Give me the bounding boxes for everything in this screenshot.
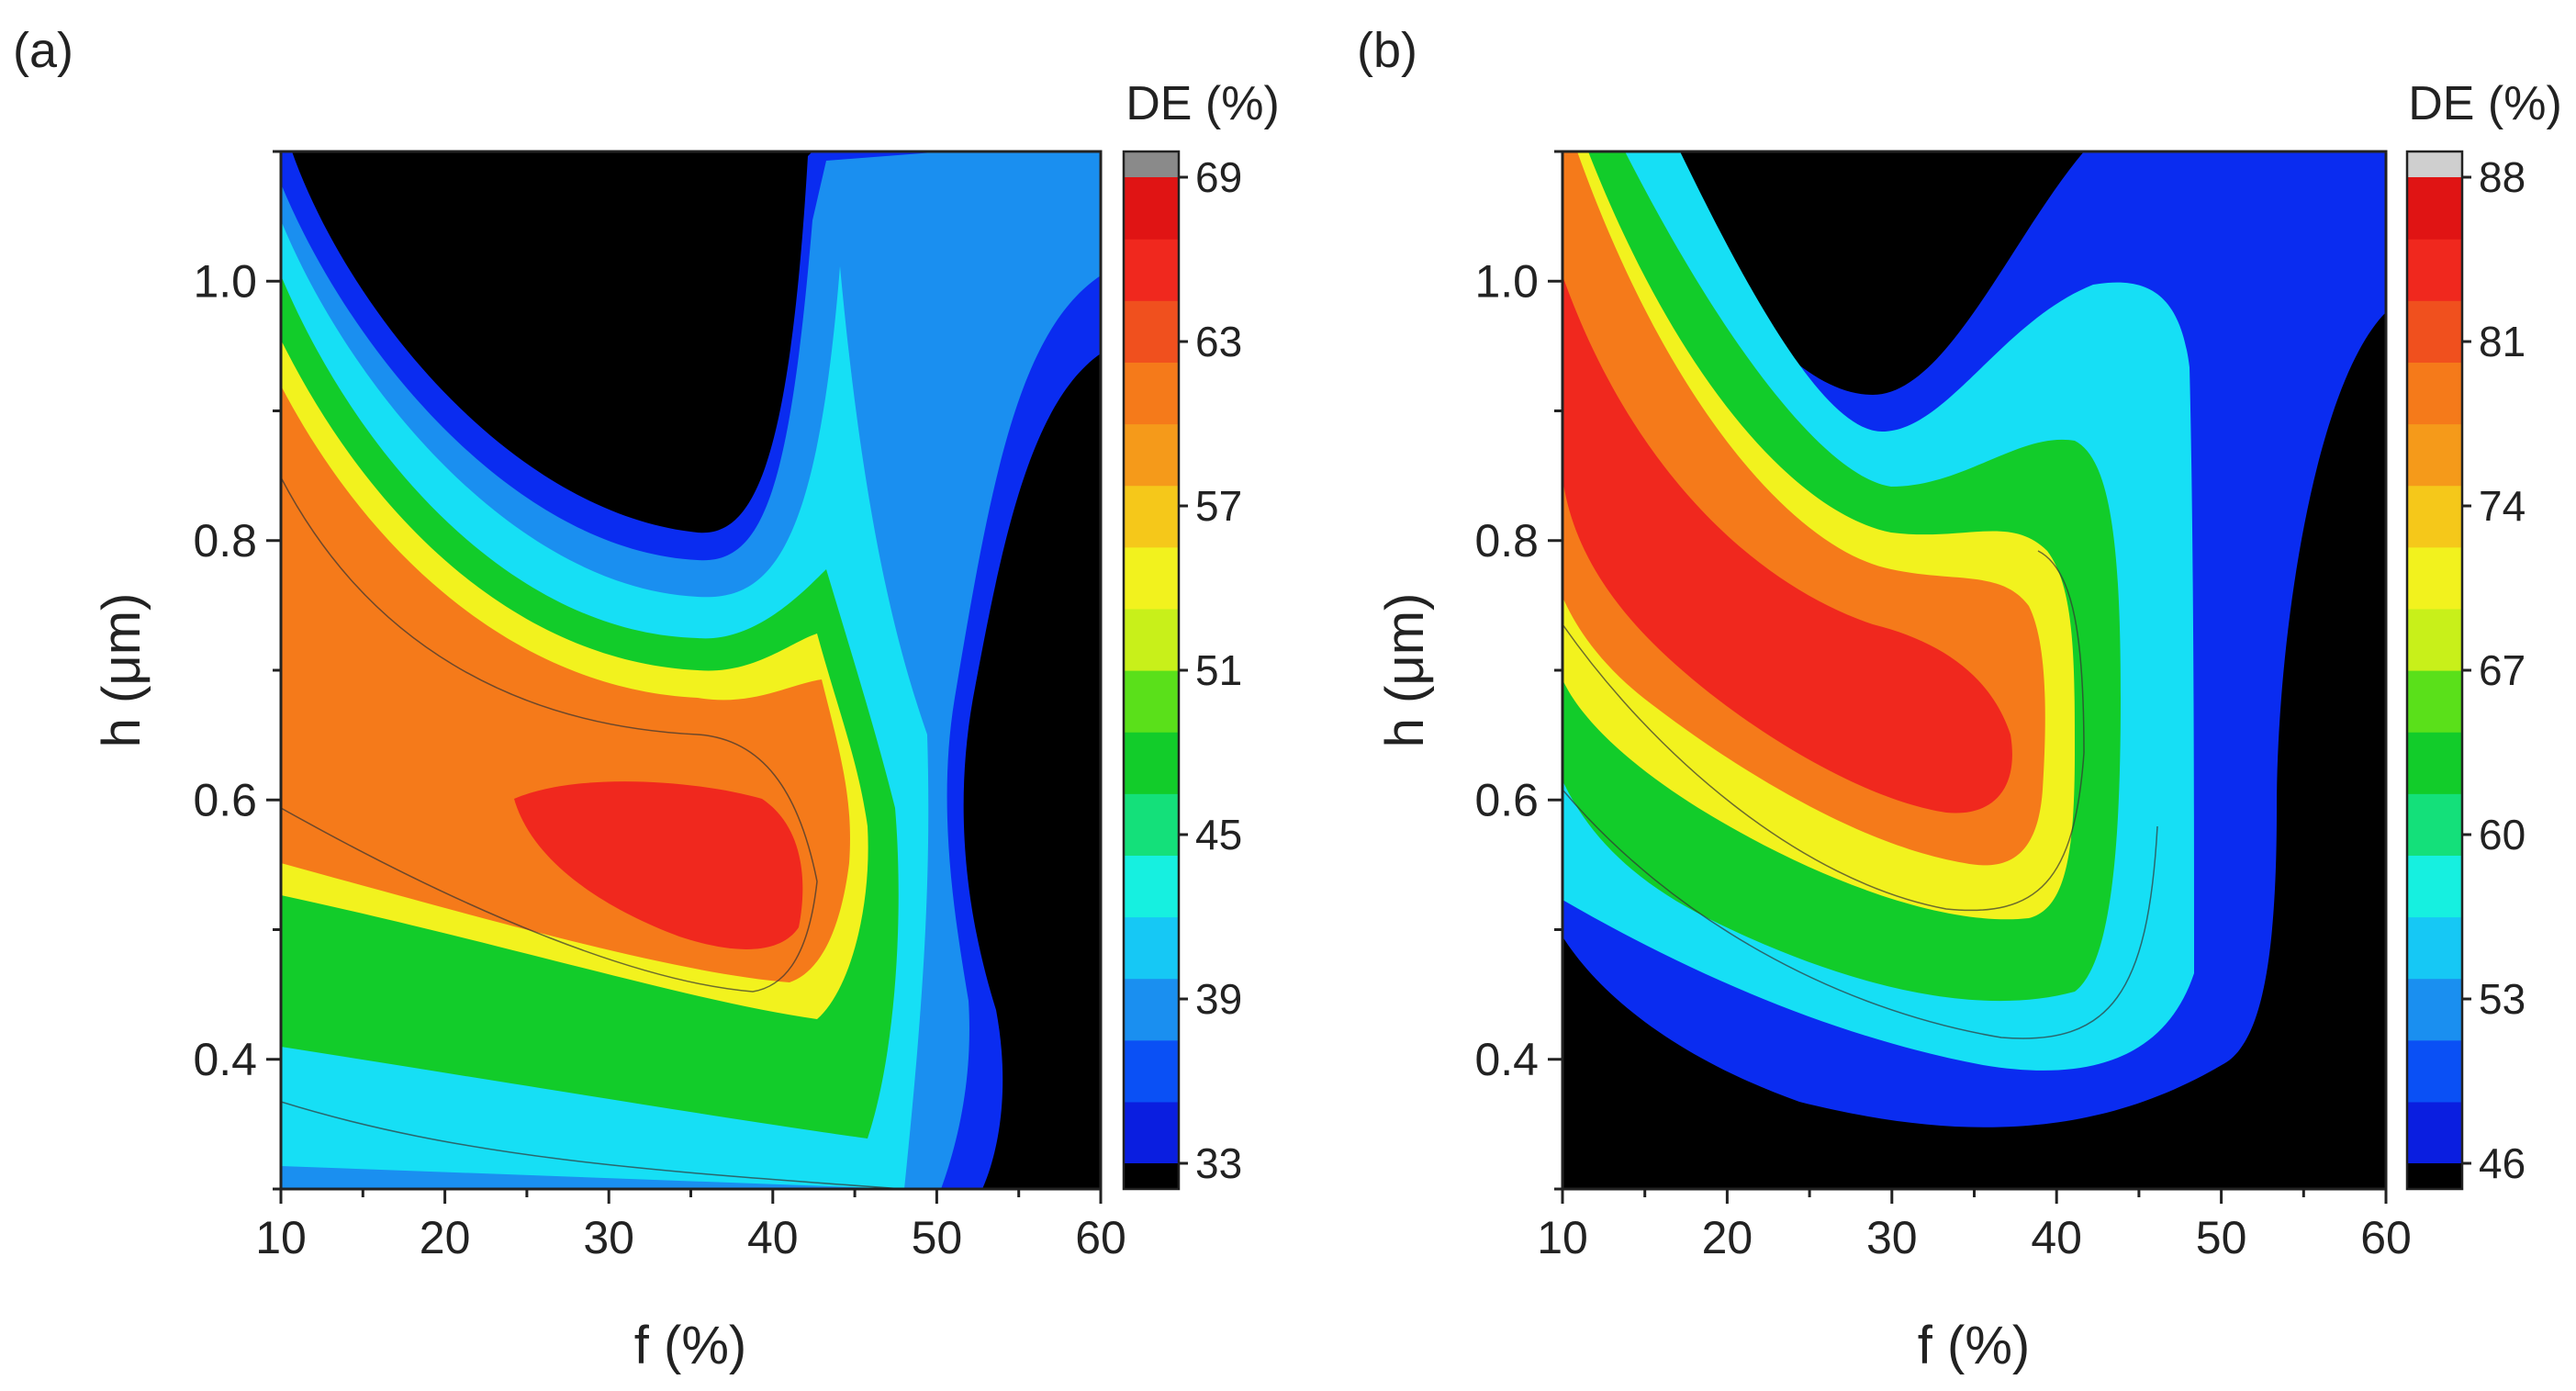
y-tick-group: 0.4 0.6 0.8 1.0 [1474, 150, 1562, 1191]
colorbar-tick-label: 45 [1195, 811, 1242, 858]
x-tick-label: 60 [1075, 1212, 1126, 1263]
colorbar-title: DE (%) [2408, 77, 2562, 130]
colorbar-below-range-cap [1124, 1163, 1179, 1189]
colorbar-segment [1124, 239, 1179, 301]
x-axis-label: f (%) [1918, 1316, 2030, 1375]
x-tick-label: 40 [747, 1212, 799, 1263]
y-tick-label: 0.4 [193, 1034, 257, 1085]
colorbar-segment [2407, 732, 2462, 794]
y-axis-label: h (μm) [1375, 593, 1435, 748]
colorbar-segment [2407, 239, 2462, 301]
contour-line [1562, 789, 2158, 1039]
colorbar-segment [1124, 1101, 1179, 1164]
x-tick-label: 20 [420, 1212, 471, 1263]
colorbar-segment [1124, 177, 1179, 240]
colorbar-segment [1124, 732, 1179, 794]
colorbar-tick-label: 46 [2479, 1139, 2526, 1187]
contour-line [281, 1101, 905, 1189]
contour-band-red [514, 781, 803, 949]
colorbar-tick-label: 57 [1195, 482, 1242, 530]
y-tick-label: 0.6 [193, 774, 257, 825]
colorbar-segment [2407, 670, 2462, 733]
colorbar-segment [1124, 546, 1179, 610]
colorbar-segment [1124, 670, 1179, 733]
colorbar-segment [2407, 1039, 2462, 1103]
y-tick-label: 0.6 [1474, 774, 1539, 825]
chart-panel-b: 10 20 30 40 50 60 0.4 0.6 0.8 1.0 f (%) h (μm) D… [1375, 77, 2562, 1375]
x-tick-label: 20 [1702, 1212, 1753, 1263]
colorbar-segment [2407, 485, 2462, 548]
colorbar-tick-label: 51 [1195, 646, 1242, 694]
colorbar-below-range-cap [2407, 1163, 2462, 1189]
colorbar-segment [2407, 916, 2462, 980]
colorbar-segment [2407, 608, 2462, 671]
y-tick-label: 1.0 [1474, 255, 1539, 307]
colorbar-segment [2407, 300, 2462, 363]
colorbar-segment [1124, 300, 1179, 363]
contour-fill-layer [281, 151, 1101, 1189]
x-tick-group: 10 20 30 40 50 60 [1537, 1189, 2412, 1263]
colorbar-segment [1124, 855, 1179, 918]
colorbar-tick-label: 39 [1195, 975, 1242, 1023]
y-tick-label: 0.8 [193, 515, 257, 566]
colorbar-segment [2407, 1101, 2462, 1164]
y-tick-group: 0.4 0.6 0.8 1.0 [193, 150, 281, 1191]
colorbar-segment [1124, 608, 1179, 671]
colorbar-segment [1124, 978, 1179, 1041]
colorbar: 33 39 45 51 57 63 69 [1122, 150, 1242, 1191]
contour-line [281, 477, 818, 993]
x-tick-label: 30 [1866, 1212, 1918, 1263]
y-tick-label: 0.4 [1474, 1034, 1539, 1085]
colorbar-tick-label: 69 [1195, 153, 1242, 201]
colorbar-segment [2407, 793, 2462, 856]
colorbar-segment [2407, 546, 2462, 610]
colorbar-segment [2407, 423, 2462, 487]
contour-fill-layer [1562, 151, 2386, 1127]
colorbar-segment [2407, 362, 2462, 425]
colorbar-segment [1124, 1039, 1179, 1103]
colorbar-title: DE (%) [1126, 77, 1280, 130]
colorbar-tick-label: 33 [1195, 1139, 1242, 1187]
x-tick-label: 10 [1537, 1212, 1588, 1263]
x-tick-label: 40 [2031, 1212, 2082, 1263]
colorbar-segment [1124, 485, 1179, 548]
panel-b-label: (b) [1357, 23, 1417, 78]
colorbar-segment [1124, 793, 1179, 856]
chart-panel-a: 10 20 30 40 50 60 0.4 0.6 0.8 1.0 f (%) h (μm) D… [92, 77, 1280, 1375]
x-axis-label: f (%) [634, 1316, 746, 1375]
y-axis-label: h (μm) [92, 593, 151, 748]
colorbar-tick-label: 74 [2479, 482, 2526, 530]
x-tick-group: 10 20 30 40 50 60 [255, 1189, 1126, 1263]
contour-band-red [1562, 275, 2012, 813]
colorbar-segment [2407, 177, 2462, 240]
colorbar-tick-label: 63 [1195, 318, 1242, 365]
x-tick-label: 30 [583, 1212, 634, 1263]
colorbar-tick-label: 81 [2479, 318, 2526, 365]
colorbar-above-range-cap [2407, 151, 2462, 177]
colorbar-segment [1124, 423, 1179, 487]
x-tick-label: 50 [2196, 1212, 2247, 1263]
colorbar-tick-label: 67 [2479, 646, 2526, 694]
colorbar-segment [1124, 916, 1179, 980]
contour-line [1562, 550, 2085, 912]
y-tick-label: 1.0 [193, 255, 257, 307]
colorbar-segment [1124, 362, 1179, 425]
colorbar-tick-label: 88 [2479, 153, 2526, 201]
x-tick-label: 50 [912, 1212, 963, 1263]
colorbar: 46 53 60 67 74 81 88 [2405, 150, 2526, 1191]
y-tick-label: 0.8 [1474, 515, 1539, 566]
colorbar-tick-label: 53 [2479, 975, 2526, 1023]
colorbar-tick-label: 60 [2479, 811, 2526, 858]
colorbar-segment [2407, 855, 2462, 918]
x-tick-label: 10 [255, 1212, 307, 1263]
x-tick-label: 60 [2360, 1212, 2412, 1263]
panel-a-label: (a) [13, 23, 73, 78]
colorbar-above-range-cap [1124, 151, 1179, 177]
colorbar-segment [2407, 978, 2462, 1041]
